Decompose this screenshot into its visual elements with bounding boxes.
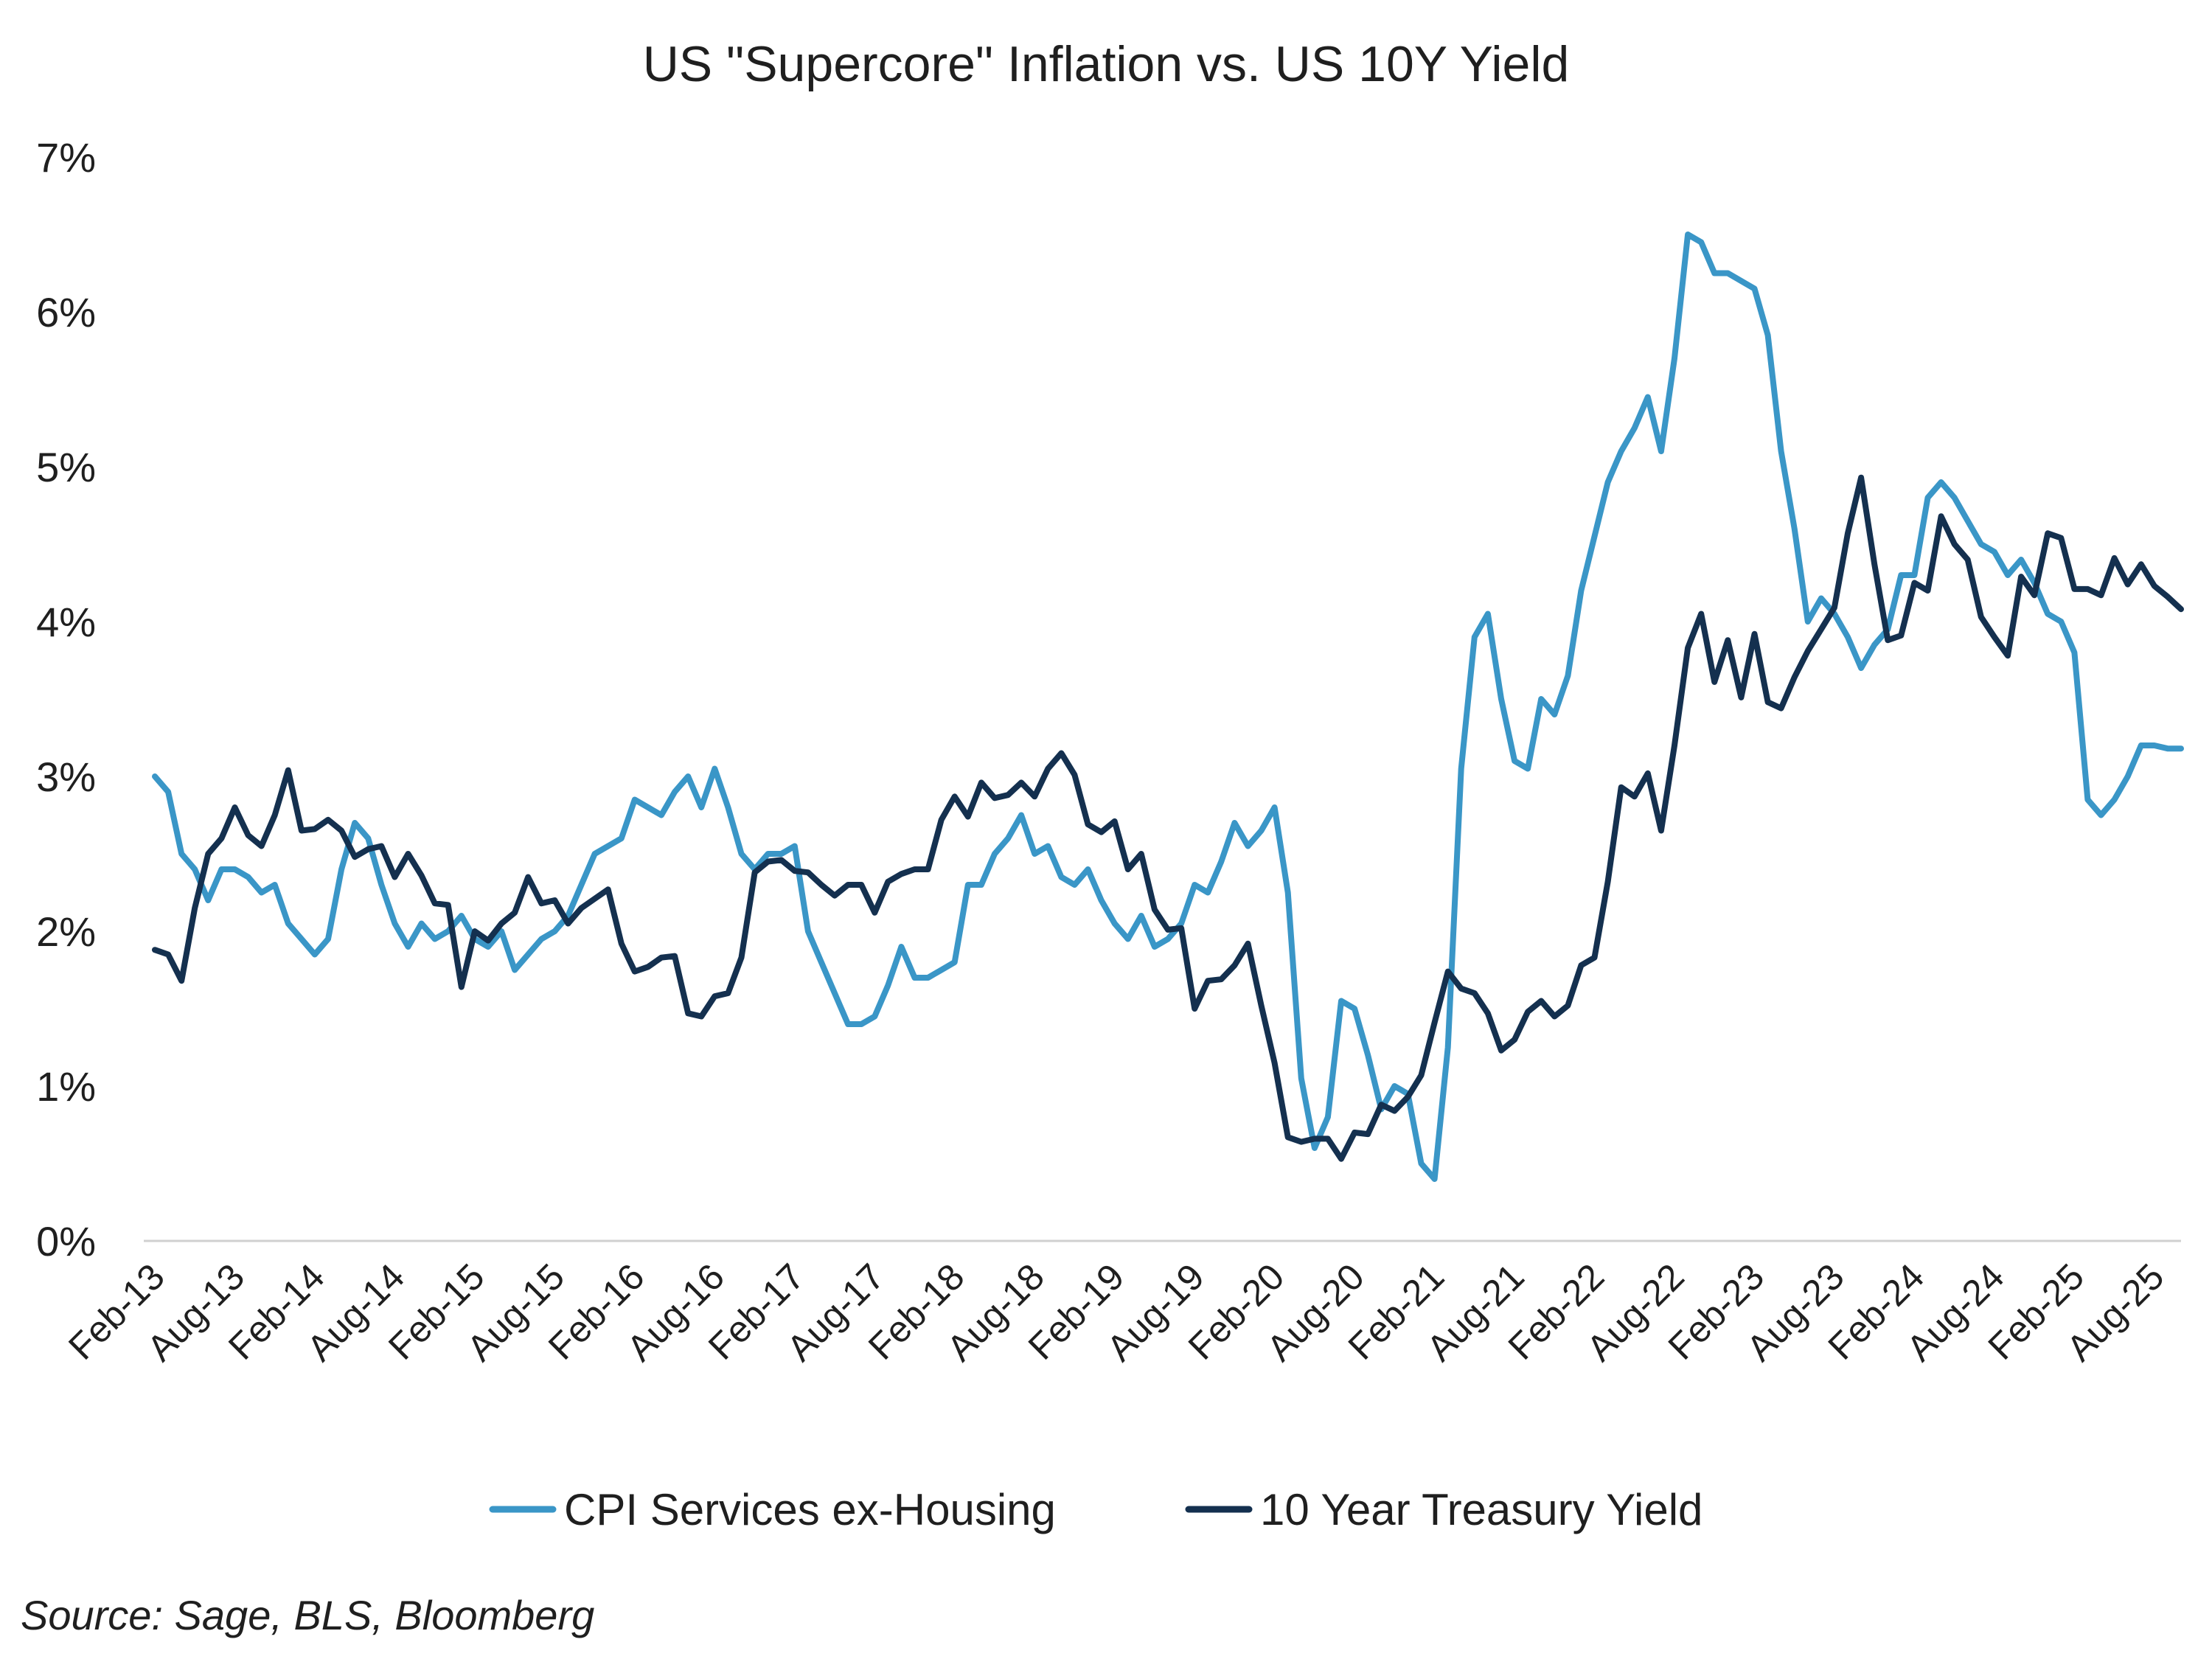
y-tick-label: 6% xyxy=(36,289,96,335)
legend-label-cpi: CPI Services ex-Housing xyxy=(564,1485,1056,1534)
y-tick-label: 7% xyxy=(36,134,96,181)
series-line-cpi-services-ex-housing xyxy=(152,232,2184,1182)
plot-area xyxy=(152,232,2184,1182)
series-line-10-year-treasury-yield xyxy=(152,474,2184,1162)
legend: CPI Services ex-Housing 10 Year Treasury… xyxy=(489,1485,1703,1534)
y-tick-label: 0% xyxy=(36,1218,96,1265)
y-axis: 0% 1% 2% 3% 4% 5% 6% 7% xyxy=(36,134,96,1265)
chart-title: US "Supercore" Inflation vs. US 10Y Yiel… xyxy=(643,36,1570,92)
x-axis: Feb-13Aug-13Feb-14Aug-14Feb-15Aug-15Feb-… xyxy=(60,1256,2171,1369)
y-tick-label: 1% xyxy=(36,1063,96,1110)
y-tick-label: 3% xyxy=(36,754,96,800)
y-tick-label: 2% xyxy=(36,908,96,955)
legend-label-yield: 10 Year Treasury Yield xyxy=(1260,1485,1703,1534)
y-tick-label: 5% xyxy=(36,444,96,490)
source-note: Source: Sage, BLS, Bloomberg xyxy=(21,1592,594,1638)
y-tick-label: 4% xyxy=(36,599,96,645)
